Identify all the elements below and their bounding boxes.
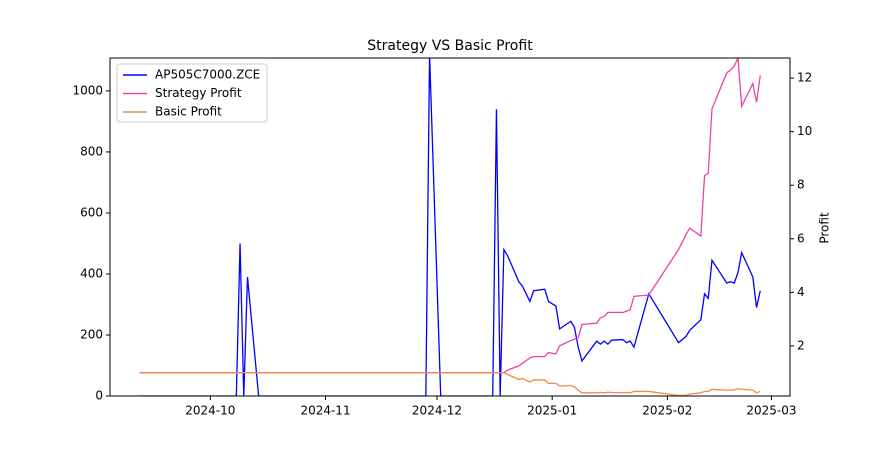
y2-axis-label: Profit (818, 212, 832, 244)
legend-box (116, 63, 268, 123)
y-tick-label: 1000 (72, 83, 103, 97)
y-tick-label: 600 (80, 205, 103, 219)
legend-label: AP505C7000.ZCE (155, 68, 260, 82)
y2-tick-label: 6 (797, 231, 805, 245)
legend-label: Basic Profit (155, 105, 222, 119)
y2-tick-label: 10 (797, 124, 812, 138)
legend-label: Strategy Profit (155, 86, 242, 100)
y-tick-label: 200 (80, 327, 103, 341)
y-tick-label: 0 (95, 389, 103, 403)
y-tick-label: 400 (80, 266, 103, 280)
y2-tick-label: 4 (797, 285, 805, 299)
chart-title: Strategy VS Basic Profit (367, 38, 533, 54)
x-tick-label: 2025-02 (642, 404, 692, 418)
plot-frame (109, 57, 791, 397)
series-line (139, 372, 761, 396)
series-line (139, 58, 761, 396)
y-tick-label: 800 (80, 144, 103, 158)
x-tick-label: 2025-01 (527, 404, 577, 418)
y2-tick-label: 12 (797, 71, 812, 85)
y2-tick-label: 2 (797, 338, 805, 352)
x-tick-label: 2024-11 (300, 404, 350, 418)
x-tick-label: 2024-12 (412, 404, 462, 418)
x-tick-label: 2025-03 (746, 404, 796, 418)
x-tick-label: 2024-10 (185, 404, 235, 418)
plot-area (139, 58, 761, 396)
y2-tick-label: 8 (797, 178, 805, 192)
